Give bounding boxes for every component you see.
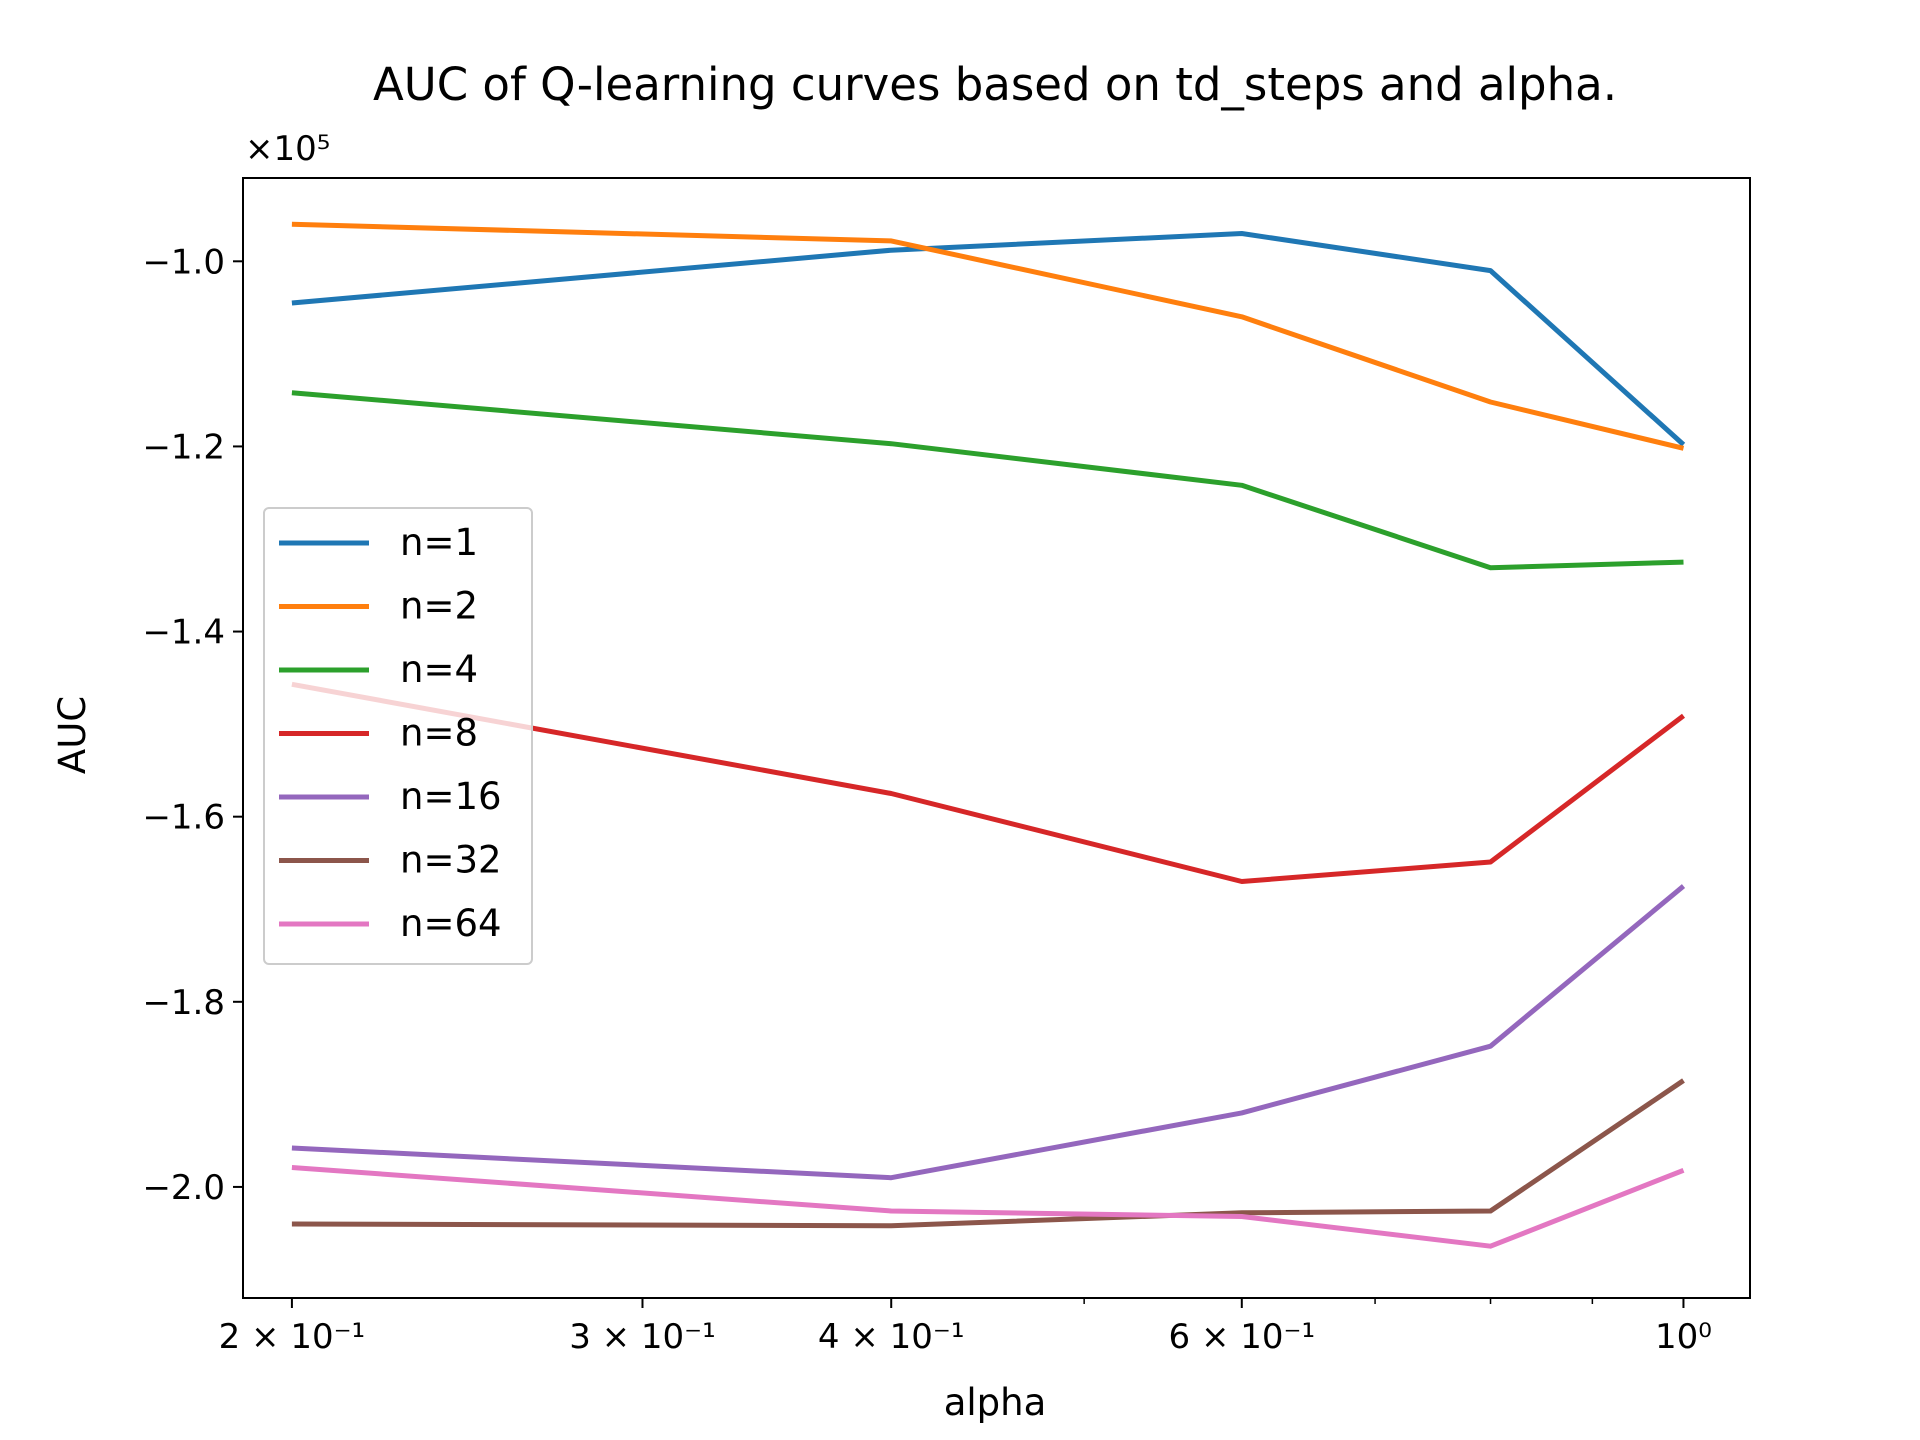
legend-label: n=4 [400,648,478,691]
legend-box [263,507,533,965]
y-axis-label: AUC [51,696,94,774]
x-axis-label: alpha [944,1381,1047,1424]
series-line-n=2 [291,221,1685,451]
series-line-n=64 [291,1165,1685,1249]
legend-label: n=1 [400,521,478,564]
y-axis-offset-label: ×10⁵ [245,129,330,169]
series-layer [291,221,1686,1249]
chart-title: AUC of Q-learning curves based on td_ste… [373,58,1617,111]
y-tick-label: −2.0 [142,1168,225,1208]
series-line-n=32 [291,1078,1685,1229]
series-line-n=1 [291,231,1686,447]
x-tick-label: 10⁰ [1655,1317,1712,1357]
y-tick-label: −1.4 [142,613,225,653]
y-tick-label: −1.8 [142,983,225,1023]
x-axis: 2 × 10⁻¹ 3 × 10⁻¹ 4 × 10⁻¹ 6 × 10⁻¹ 10⁰ [219,1298,1712,1357]
y-tick-label: −1.2 [142,427,225,467]
y-tick-label: −1.0 [142,242,225,282]
legend-label: n=32 [400,839,502,882]
legend-label: n=16 [400,775,502,818]
legend-label: n=64 [400,902,502,945]
legend-label: n=2 [400,585,478,628]
x-tick-label: 2 × 10⁻¹ [219,1317,366,1357]
legend: n=1 n=2 n=4 n=8 n=16 n=32 n=64 [263,507,533,965]
series-line-n=8 [291,681,1686,884]
series-line-n=16 [291,884,1686,1181]
plot-area-frame [242,177,1751,1299]
x-tick-label: 4 × 10⁻¹ [818,1317,965,1357]
y-tick-label: −1.6 [142,798,225,838]
legend-label: n=8 [400,712,478,755]
series-line-n=4 [291,390,1684,571]
y-axis: −1.0 −1.2 −1.4 −1.6 −1.8 −2.0 [142,242,243,1208]
x-tick-label: 3 × 10⁻¹ [569,1317,716,1357]
x-tick-label: 6 × 10⁻¹ [1169,1317,1316,1357]
